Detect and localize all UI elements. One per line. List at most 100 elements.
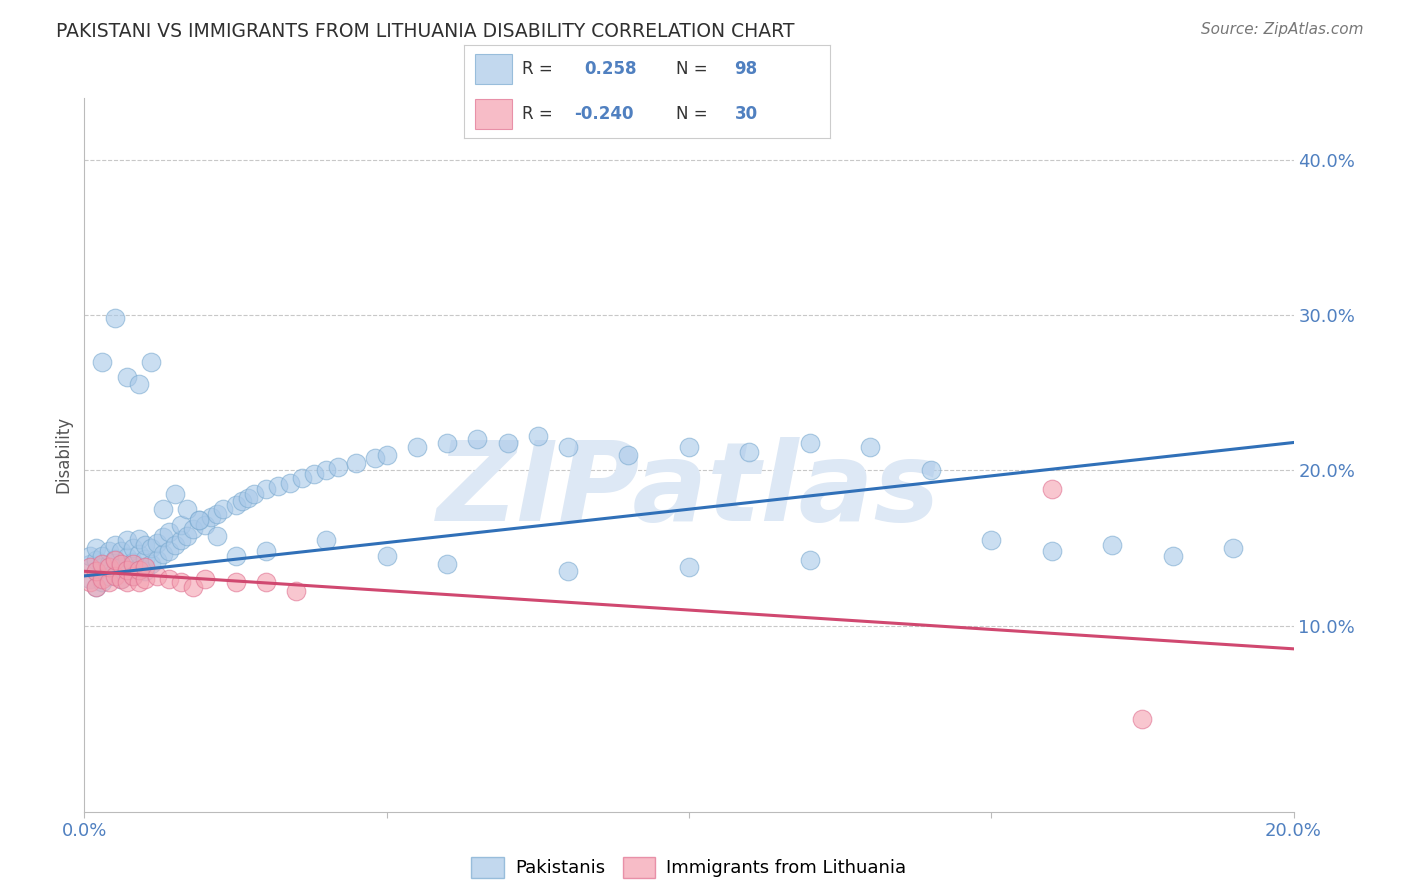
Point [152, 502, 174, 516]
Point [157, 544, 180, 558]
Point [104, 564, 127, 578]
Point [128, 575, 150, 590]
Point [91, 572, 114, 586]
Point [86, 564, 108, 578]
Point [86, 580, 108, 594]
Text: Source: ZipAtlas.com: Source: ZipAtlas.com [1201, 22, 1364, 37]
Point [128, 532, 150, 546]
Point [128, 547, 150, 561]
Bar [475, 54, 512, 84]
Point [128, 563, 150, 577]
Point [79, 557, 101, 571]
Point [121, 541, 143, 555]
Point [406, 440, 429, 454]
Text: ZIPatlas: ZIPatlas [437, 437, 941, 544]
Point [467, 433, 489, 447]
Point [115, 563, 138, 577]
Point [496, 435, 519, 450]
Point [920, 463, 942, 477]
Point [97, 575, 120, 590]
Point [104, 553, 127, 567]
Text: R =: R = [523, 105, 553, 123]
Point [79, 575, 101, 590]
Point [315, 533, 337, 548]
Point [181, 580, 204, 594]
Point [115, 550, 138, 565]
Point [181, 522, 204, 536]
Point [315, 463, 337, 477]
Point [212, 502, 235, 516]
Point [254, 482, 277, 496]
Point [152, 547, 174, 561]
Point [128, 559, 150, 574]
Point [110, 557, 132, 571]
Point [104, 538, 127, 552]
Text: 0.258: 0.258 [585, 60, 637, 78]
Point [86, 564, 108, 578]
Point [128, 376, 150, 391]
Text: 98: 98 [734, 60, 758, 78]
Point [134, 559, 156, 574]
Point [110, 559, 132, 574]
Point [152, 530, 174, 544]
Bar [475, 99, 512, 129]
Point [121, 557, 143, 571]
Point [328, 460, 350, 475]
Point [146, 553, 169, 567]
Point [115, 533, 138, 548]
Point [225, 575, 247, 590]
Point [375, 549, 398, 563]
Point [86, 541, 108, 555]
Point [617, 448, 640, 462]
Point [176, 528, 198, 542]
Point [115, 370, 138, 384]
Point [104, 311, 127, 326]
Point [134, 552, 156, 566]
Point [291, 471, 314, 485]
Point [980, 533, 1002, 548]
Point [194, 572, 217, 586]
Point [1040, 544, 1063, 558]
Point [859, 440, 882, 454]
Point [104, 552, 127, 566]
Point [79, 549, 101, 563]
Point [134, 564, 156, 578]
Point [200, 510, 222, 524]
Point [86, 580, 108, 594]
Point [79, 572, 101, 586]
Point [139, 355, 162, 369]
Point [302, 467, 325, 481]
Text: 30: 30 [734, 105, 758, 123]
Point [97, 557, 120, 571]
Point [170, 533, 193, 548]
Point [188, 513, 211, 527]
Point [134, 538, 156, 552]
Point [79, 559, 101, 574]
Point [231, 494, 253, 508]
Y-axis label: Disability: Disability [55, 417, 73, 493]
Point [1222, 541, 1244, 555]
Point [678, 559, 700, 574]
Point [254, 575, 277, 590]
Point [194, 517, 217, 532]
Point [1101, 538, 1123, 552]
Point [146, 536, 169, 550]
Point [678, 440, 700, 454]
Point [91, 355, 114, 369]
Point [346, 456, 368, 470]
Point [139, 541, 162, 555]
Point [207, 507, 229, 521]
Point [363, 450, 385, 465]
Legend: Pakistanis, Immigrants from Lithuania: Pakistanis, Immigrants from Lithuania [464, 849, 914, 885]
Point [254, 544, 277, 558]
Point [170, 517, 193, 532]
Text: -0.240: -0.240 [574, 105, 633, 123]
Point [157, 525, 180, 540]
Point [146, 569, 169, 583]
Point [207, 528, 229, 542]
Point [225, 498, 247, 512]
Text: N =: N = [676, 60, 707, 78]
Point [278, 475, 301, 490]
Point [375, 448, 398, 462]
Point [557, 564, 579, 578]
